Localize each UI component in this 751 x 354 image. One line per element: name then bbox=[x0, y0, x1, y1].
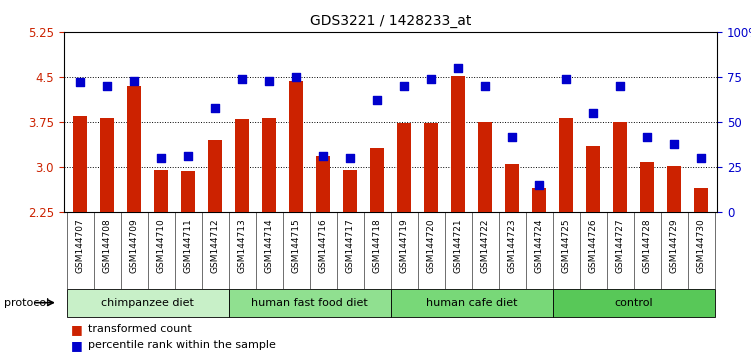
Bar bbox=[228, 289, 391, 317]
Bar bbox=[67, 289, 228, 317]
Text: GSM144724: GSM144724 bbox=[535, 218, 544, 273]
Bar bbox=[127, 86, 141, 212]
Text: ■: ■ bbox=[71, 323, 83, 336]
Bar bbox=[288, 81, 303, 212]
Point bbox=[587, 110, 599, 116]
Bar bbox=[478, 122, 493, 212]
Bar bbox=[559, 118, 574, 212]
Bar bbox=[586, 146, 601, 212]
Point bbox=[452, 65, 464, 71]
Text: ■: ■ bbox=[71, 339, 83, 352]
Point bbox=[614, 83, 626, 89]
Bar bbox=[342, 170, 357, 212]
Text: GSM144722: GSM144722 bbox=[481, 218, 490, 273]
Point bbox=[209, 105, 221, 110]
Point bbox=[182, 154, 194, 159]
Text: percentile rank within the sample: percentile rank within the sample bbox=[88, 340, 276, 350]
Text: GSM144710: GSM144710 bbox=[156, 218, 165, 273]
Bar bbox=[667, 166, 681, 212]
Bar bbox=[694, 188, 708, 212]
Point bbox=[533, 183, 545, 188]
Text: GSM144718: GSM144718 bbox=[372, 218, 382, 273]
Bar bbox=[261, 118, 276, 212]
Text: GSM144709: GSM144709 bbox=[129, 218, 138, 273]
Bar bbox=[424, 123, 439, 212]
Text: human fast food diet: human fast food diet bbox=[251, 298, 368, 308]
Point bbox=[236, 76, 248, 82]
Bar bbox=[391, 289, 553, 317]
Text: GSM144719: GSM144719 bbox=[400, 218, 409, 273]
Point bbox=[74, 80, 86, 85]
Bar bbox=[505, 164, 520, 212]
Point bbox=[479, 83, 491, 89]
Point bbox=[398, 83, 410, 89]
Point bbox=[560, 76, 572, 82]
Text: control: control bbox=[614, 298, 653, 308]
Text: GSM144717: GSM144717 bbox=[345, 218, 354, 273]
Text: GSM144727: GSM144727 bbox=[616, 218, 625, 273]
Bar bbox=[640, 162, 654, 212]
Point bbox=[371, 98, 383, 103]
Bar bbox=[180, 171, 195, 212]
Text: GSM144712: GSM144712 bbox=[210, 218, 219, 273]
Text: GSM144708: GSM144708 bbox=[103, 218, 112, 273]
Bar bbox=[234, 119, 249, 212]
Text: GSM144728: GSM144728 bbox=[643, 218, 652, 273]
Bar bbox=[397, 123, 412, 212]
Point bbox=[506, 134, 518, 139]
Text: GSM144725: GSM144725 bbox=[562, 218, 571, 273]
Bar bbox=[73, 116, 87, 212]
Point bbox=[641, 134, 653, 139]
Point bbox=[290, 74, 302, 80]
Text: GSM144726: GSM144726 bbox=[589, 218, 598, 273]
Text: GSM144721: GSM144721 bbox=[454, 218, 463, 273]
Bar bbox=[553, 289, 714, 317]
Point bbox=[155, 155, 167, 161]
Point bbox=[668, 141, 680, 147]
Text: GSM144730: GSM144730 bbox=[696, 218, 705, 273]
Point bbox=[128, 78, 140, 84]
Bar bbox=[451, 76, 466, 212]
Text: GSM144723: GSM144723 bbox=[508, 218, 517, 273]
Point bbox=[425, 76, 437, 82]
Bar bbox=[315, 156, 330, 212]
Text: GSM144720: GSM144720 bbox=[427, 218, 436, 273]
Bar bbox=[207, 140, 222, 212]
Text: GSM144714: GSM144714 bbox=[264, 218, 273, 273]
Text: GSM144716: GSM144716 bbox=[318, 218, 327, 273]
Text: chimpanzee diet: chimpanzee diet bbox=[101, 298, 194, 308]
Point bbox=[695, 155, 707, 161]
Point bbox=[263, 78, 275, 84]
Text: transformed count: transformed count bbox=[88, 324, 192, 334]
Bar bbox=[613, 122, 627, 212]
Point bbox=[101, 83, 113, 89]
Point bbox=[344, 155, 356, 161]
Text: GSM144711: GSM144711 bbox=[183, 218, 192, 273]
Bar bbox=[532, 188, 547, 212]
Text: human cafe diet: human cafe diet bbox=[426, 298, 517, 308]
Text: GSM144729: GSM144729 bbox=[669, 218, 678, 273]
Point bbox=[317, 154, 329, 159]
Bar bbox=[369, 148, 385, 212]
Text: GSM144713: GSM144713 bbox=[237, 218, 246, 273]
Text: protocol: protocol bbox=[4, 298, 49, 308]
Text: GSM144707: GSM144707 bbox=[76, 218, 85, 273]
Bar bbox=[154, 170, 168, 212]
Text: GSM144715: GSM144715 bbox=[291, 218, 300, 273]
Bar bbox=[100, 118, 114, 212]
Text: GDS3221 / 1428233_at: GDS3221 / 1428233_at bbox=[310, 14, 471, 28]
